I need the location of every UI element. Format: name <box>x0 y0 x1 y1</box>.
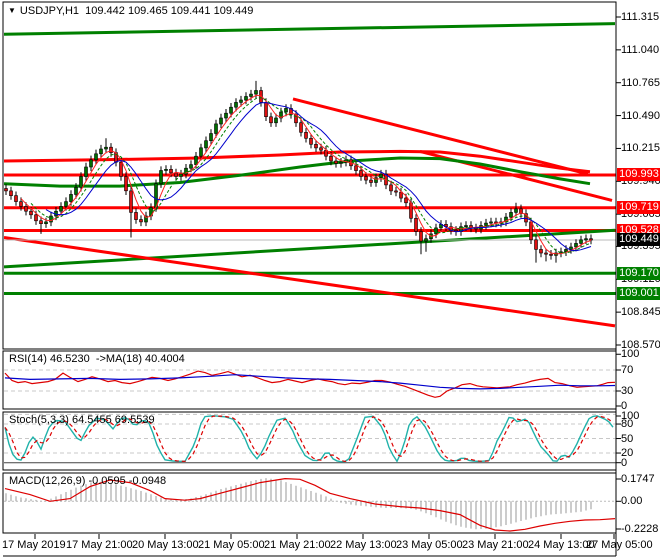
slow-blue-ma <box>45 102 592 252</box>
macd-label: MACD(12,26,9) -0.0595 -0.0948 <box>9 475 167 487</box>
rsi-tick: 0 <box>621 400 628 412</box>
time-label: 22 May 13:00 <box>330 539 397 551</box>
price-level-badge: 109.719 <box>617 201 660 215</box>
stoch-pane-graphics <box>4 413 616 464</box>
macd-tick: -0.2228 <box>621 523 659 535</box>
time-label: 23 May 05:00 <box>396 539 463 551</box>
rsi-line <box>4 370 616 398</box>
stoch-d-line <box>4 415 614 463</box>
price-tick: 110.765 <box>621 76 660 89</box>
long-red-descending <box>4 236 616 328</box>
stoch-label: Stoch(5,3,3) 64.5455 69.5539 <box>9 414 155 426</box>
rsi-tick: 70 <box>621 364 634 376</box>
price-level-badge: 109.001 <box>617 286 660 300</box>
current-price-badge: 109.449 <box>617 233 660 247</box>
price-level-badge: 109.993 <box>617 168 660 182</box>
time-label: 24 May 13:00 <box>528 539 595 551</box>
time-label: 17 May 21:00 <box>66 539 133 551</box>
stoch-tick: 0 <box>621 456 628 469</box>
macd-signal-line <box>4 477 616 532</box>
macd-tick: 0.00 <box>621 495 643 508</box>
price-tick: 110.215 <box>621 142 660 155</box>
thick-red-ma <box>4 149 591 174</box>
stoch-k-line <box>4 415 614 463</box>
price-tick: 110.490 <box>621 109 660 122</box>
fast-red-ma <box>20 94 592 255</box>
price-tick: 108.845 <box>621 306 660 319</box>
time-label: 23 May 21:00 <box>462 539 529 551</box>
rsi-pane-graphics <box>4 369 616 398</box>
rsi-tick: 30 <box>621 385 634 397</box>
main-pane-graphics <box>4 22 616 328</box>
macd-tick: 0.1747 <box>621 473 655 485</box>
chart-title: ▼ USDJPY,H1 109.442 109.465 109.441 109.4… <box>8 5 253 17</box>
price-axis[interactable]: 111.315 111.040 110.765 110.490 110.215 109.9… <box>617 0 660 560</box>
price-tick: 111.315 <box>621 11 660 23</box>
chart-title-text: USDJPY,H1 109.442 109.465 109.441 109.44… <box>19 5 254 17</box>
time-axis[interactable]: 17 May 2019 17 May 21:00 20 May 13:00 21 Ma… <box>0 537 660 557</box>
ascending-green-support <box>4 228 616 269</box>
time-label: 20 May 13:00 <box>132 539 199 551</box>
upper-green-trendline <box>4 22 616 36</box>
rsi-tick: 100 <box>621 348 640 361</box>
stoch-tick: 50 <box>621 432 634 445</box>
time-label: 21 May 05:00 <box>198 539 265 551</box>
stoch-tick: 100 <box>621 410 640 422</box>
price-level-badge: 109.170 <box>617 266 660 280</box>
macd-pane-graphics <box>4 477 616 532</box>
price-tick: 111.040 <box>621 43 660 56</box>
symbol-dropdown-icon[interactable]: ▼ <box>8 6 16 15</box>
rsi-label: RSI(14) 46.5230 ->MA(18) 40.4004 <box>9 353 185 365</box>
stoch-tick: 20 <box>621 447 634 460</box>
red-descending-a <box>292 97 589 176</box>
time-label: 17 May 2019 <box>2 539 66 551</box>
mid-green-ma <box>30 97 592 254</box>
rsi-ma-line <box>4 374 616 390</box>
time-label: 21 May 21:00 <box>264 539 331 551</box>
stoch-tick: 80 <box>621 418 634 431</box>
price-tick: 108.570 <box>621 339 660 351</box>
time-label: 27 May 05:00 <box>586 539 653 551</box>
